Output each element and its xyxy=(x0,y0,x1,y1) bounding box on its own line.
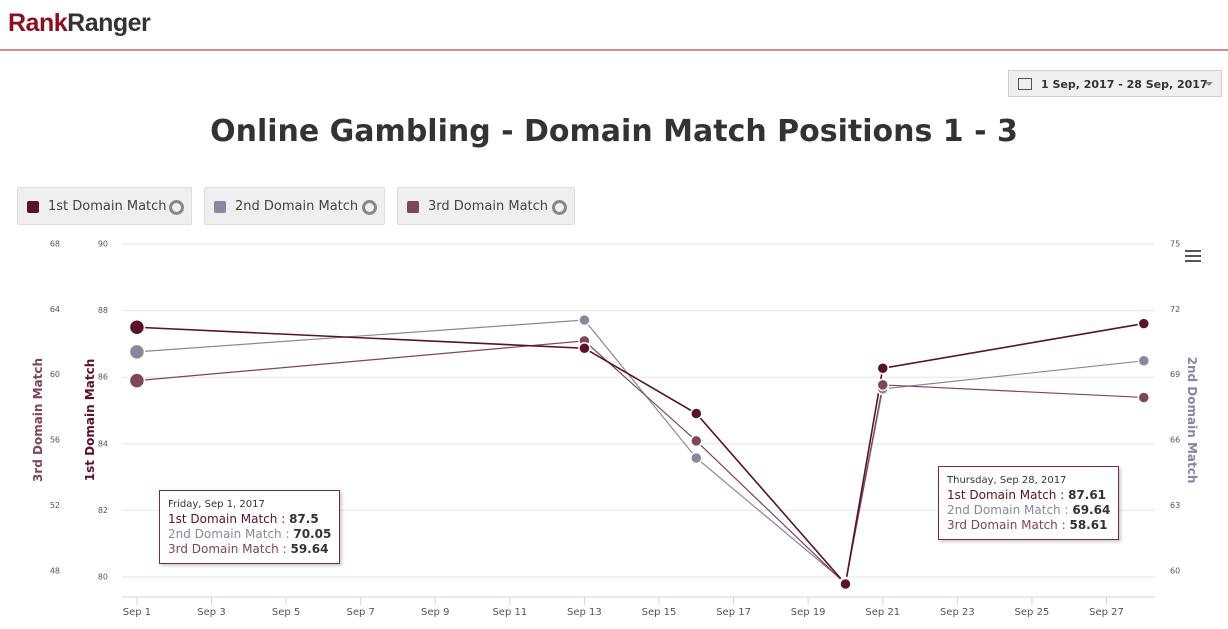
data-point xyxy=(876,361,890,375)
y-tick-label: 80 xyxy=(98,573,108,582)
data-point xyxy=(1137,317,1151,330)
data-point xyxy=(128,319,146,336)
x-tick-label: Sep 1 xyxy=(123,607,151,618)
x-tick-label: Sep 3 xyxy=(197,607,225,618)
y-tick-label: 68 xyxy=(50,240,60,249)
data-point xyxy=(690,434,703,448)
data-point xyxy=(876,378,890,392)
tooltip-name: 1st Domain Match xyxy=(947,488,1068,502)
tooltip: Friday, Sep 1, 2017 1st Domain Match87.5… xyxy=(159,490,341,564)
legend-item[interactable]: 1st Domain Match xyxy=(17,187,192,225)
logo-part: Ranger xyxy=(67,9,151,37)
header: RankRanger xyxy=(0,0,1228,51)
tooltip-value: 87.5 xyxy=(289,512,319,526)
date-picker[interactable]: 1 Sep, 2017 - 28 Sep, 2017 xyxy=(1008,70,1222,97)
data-point xyxy=(690,451,703,465)
x-tick-label: Sep 17 xyxy=(716,607,751,618)
legend-item[interactable]: 3rd Domain Match xyxy=(397,187,575,225)
series-line xyxy=(136,340,1144,586)
dropdown-arrow xyxy=(1205,82,1213,90)
y-tick-label: 52 xyxy=(50,501,60,510)
y-tick-label: 90 xyxy=(98,240,108,249)
series-line xyxy=(136,319,1144,584)
menu-button[interactable] xyxy=(1185,250,1201,265)
legend-swatch xyxy=(407,201,419,213)
y-tick-label: 88 xyxy=(98,306,108,315)
y-tick-label: 48 xyxy=(50,566,60,575)
chart-title: Online Gambling - Domain Match Positions… xyxy=(210,114,1018,149)
x-tick-label: Sep 19 xyxy=(791,607,826,618)
x-tick-label: Sep 9 xyxy=(421,607,449,618)
logo-part: Rank xyxy=(8,9,68,37)
tooltip-name: 2nd Domain Match xyxy=(168,527,293,541)
data-point xyxy=(578,341,591,355)
legend-label: 2nd Domain Match xyxy=(235,199,359,214)
x-tick-label: Sep 5 xyxy=(272,607,300,618)
data-point xyxy=(128,372,146,389)
tooltip: Thursday, Sep 28, 2017 1st Domain Match8… xyxy=(938,466,1120,540)
tooltip-date: Friday, Sep 1, 2017 xyxy=(168,499,265,510)
tooltip-name: 3rd Domain Match xyxy=(168,542,290,556)
y-tick-label: 82 xyxy=(98,506,108,515)
data-point xyxy=(578,313,591,327)
tooltip-value: 70.05 xyxy=(293,527,332,541)
data-point xyxy=(1137,354,1151,368)
y-tick-label: 60 xyxy=(1170,566,1180,575)
y-tick-label: 60 xyxy=(50,370,60,379)
tooltip-name: 2nd Domain Match xyxy=(947,503,1072,517)
legend-label: 1st Domain Match xyxy=(48,199,167,214)
data-point xyxy=(690,407,703,420)
tooltip-name: 1st Domain Match xyxy=(168,512,289,526)
tooltip-value: 87.61 xyxy=(1068,488,1107,502)
y2-axis-title: 2nd Domain Match xyxy=(1185,357,1199,484)
x-tick-label: Sep 13 xyxy=(567,607,602,618)
y-tick-label: 64 xyxy=(50,305,60,314)
settings-icon[interactable] xyxy=(552,200,567,215)
x-tick-label: Sep 23 xyxy=(940,607,975,618)
data-point xyxy=(1137,391,1151,404)
x-tick-label: Sep 7 xyxy=(346,607,374,618)
y-tick-label: 72 xyxy=(1170,305,1180,314)
y-tick-label: 75 xyxy=(1170,240,1180,249)
tooltip-date: Thursday, Sep 28, 2017 xyxy=(947,475,1067,486)
calendar-icon xyxy=(1018,78,1032,90)
y-axis-title: 1st Domain Match xyxy=(83,359,97,481)
logo[interactable]: RankRanger xyxy=(8,9,151,38)
data-point xyxy=(128,343,146,361)
date-range: 1 Sep, 2017 - 28 Sep, 2017 xyxy=(1041,78,1208,91)
legend-label: 3rd Domain Match xyxy=(428,199,549,214)
y-tick-label: 56 xyxy=(50,436,60,445)
y-tick-label: 66 xyxy=(1170,436,1180,445)
settings-icon[interactable] xyxy=(362,200,377,215)
settings-icon[interactable] xyxy=(169,200,184,215)
y-tick-label: 69 xyxy=(1170,370,1180,379)
x-tick-label: Sep 11 xyxy=(492,607,527,618)
series-line xyxy=(136,322,1144,586)
x-tick-label: Sep 27 xyxy=(1089,607,1124,618)
x-tick-label: Sep 21 xyxy=(865,607,900,618)
y-tick-label: 84 xyxy=(98,439,108,448)
y3-axis-title: 3rd Domain Match xyxy=(31,358,45,482)
y-tick-label: 86 xyxy=(98,373,108,382)
tooltip-value: 69.64 xyxy=(1072,503,1111,517)
tooltip-name: 3rd Domain Match xyxy=(947,518,1069,532)
tooltip-value: 58.61 xyxy=(1069,518,1108,532)
legend-swatch xyxy=(27,201,39,213)
x-tick-label: Sep 15 xyxy=(642,607,677,618)
data-point xyxy=(839,577,852,591)
legend-item[interactable]: 2nd Domain Match xyxy=(204,187,385,225)
y-tick-label: 63 xyxy=(1170,501,1180,510)
legend-swatch xyxy=(214,201,226,213)
x-tick-label: Sep 25 xyxy=(1015,607,1050,618)
tooltip-value: 59.64 xyxy=(290,542,329,556)
